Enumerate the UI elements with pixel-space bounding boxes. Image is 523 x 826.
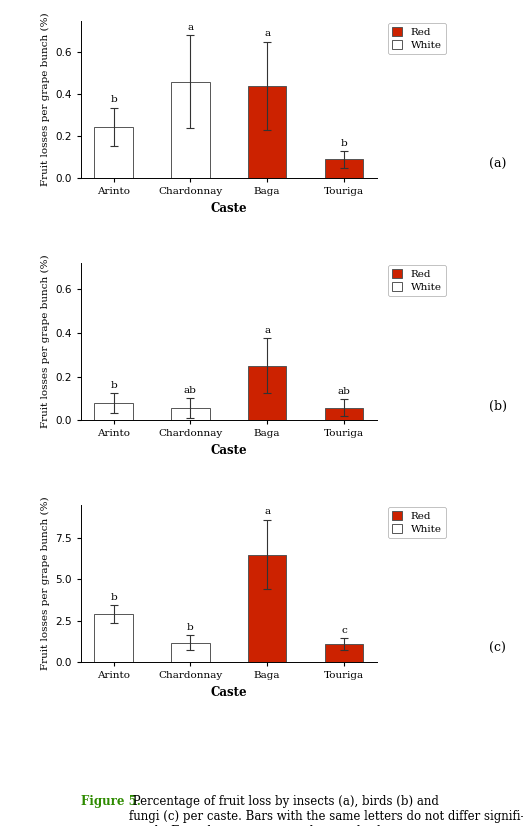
Legend: Red, White: Red, White (388, 22, 446, 54)
Text: b: b (110, 96, 117, 104)
Y-axis label: Fruit losses per grape bunch (%): Fruit losses per grape bunch (%) (41, 12, 50, 187)
Text: a: a (264, 325, 270, 335)
Bar (325, 408, 363, 420)
Text: b: b (187, 623, 194, 632)
Text: a: a (264, 29, 270, 38)
Text: a: a (264, 507, 270, 516)
Bar (248, 554, 287, 662)
Bar (95, 403, 133, 420)
Text: (a): (a) (489, 158, 506, 170)
Legend: Red, White: Red, White (388, 507, 446, 539)
Bar (248, 366, 287, 420)
Bar (95, 615, 133, 662)
Text: c: c (341, 626, 347, 635)
Text: Figure 5.: Figure 5. (81, 795, 141, 808)
Bar (171, 82, 210, 178)
Text: (c): (c) (489, 642, 506, 654)
Bar (95, 127, 133, 178)
Text: b: b (110, 593, 117, 601)
Text: b: b (110, 381, 117, 390)
Text: (b): (b) (489, 400, 507, 412)
X-axis label: Caste: Caste (210, 444, 247, 457)
Bar (171, 643, 210, 662)
Y-axis label: Fruit losses per grape bunch (%): Fruit losses per grape bunch (%) (41, 496, 50, 671)
Y-axis label: Fruit losses per grape bunch (%): Fruit losses per grape bunch (%) (41, 254, 50, 429)
Legend: Red, White: Red, White (388, 265, 446, 297)
Text: b: b (340, 139, 347, 148)
Bar (248, 86, 287, 178)
X-axis label: Caste: Caste (210, 686, 247, 699)
Text: Percentage of fruit loss by insects (a), birds (b) and
fungi (c) per caste. Bars: Percentage of fruit loss by insects (a),… (129, 795, 523, 826)
Text: ab: ab (337, 387, 350, 396)
X-axis label: Caste: Caste (210, 202, 247, 215)
Bar (325, 644, 363, 662)
Text: a: a (187, 23, 194, 32)
Bar (325, 159, 363, 178)
Bar (171, 408, 210, 420)
Text: ab: ab (184, 386, 197, 395)
